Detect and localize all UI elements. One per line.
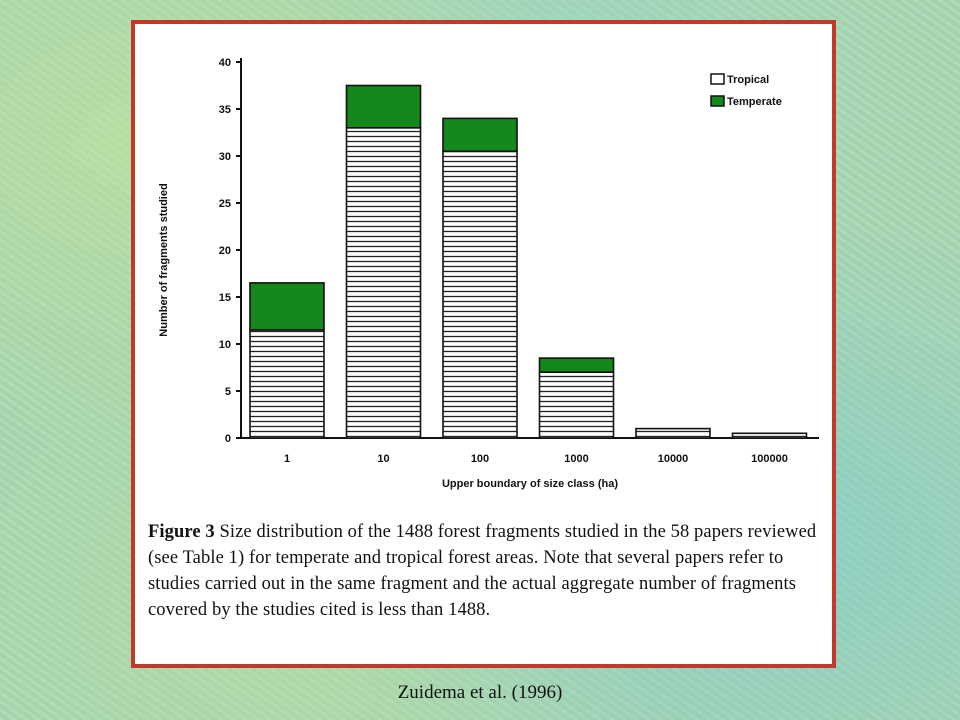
bar-tropical: [731, 432, 808, 439]
bar-chart: 0 5 10 15 20 25 30 35 40 Number of fragments stud…: [158, 57, 819, 490]
y-tick-label: 30: [219, 151, 231, 163]
bar-temperate: [538, 357, 615, 374]
source-credit: Zuidema et al. (1996): [397, 682, 563, 703]
y-axis-label: Number of fragments studied: [158, 183, 170, 336]
x-tick-label: 1000: [564, 453, 588, 465]
x-tick-label: 100: [471, 453, 489, 465]
legend-label-tropical: Tropical: [727, 74, 769, 86]
bar-tropical: [249, 329, 325, 439]
x-tick-label: 10: [377, 453, 389, 465]
bar-tropical: [635, 427, 711, 439]
y-tick-label: 25: [219, 198, 231, 210]
x-tick-label: 1: [284, 453, 290, 465]
legend-swatch-tropical: [710, 73, 725, 85]
x-axis-label: Upper boundary of size class (ha): [442, 478, 618, 490]
bar-tropical: [538, 371, 615, 439]
bar-tropical: [345, 127, 422, 439]
y-tick-label: 40: [219, 57, 231, 69]
bar-temperate: [442, 117, 518, 153]
y-tick-label: 15: [219, 292, 231, 304]
bar-temperate: [249, 282, 325, 331]
legend-swatch-temperate: [710, 95, 725, 107]
bar-tropical: [442, 150, 518, 439]
y-tick-label: 20: [219, 245, 231, 257]
y-tick-label: 0: [225, 433, 231, 445]
figure-caption-text: Size distribution of the 1488 forest fra…: [148, 522, 817, 620]
figure-label: Figure 3: [148, 522, 215, 542]
figure-caption: Figure 3 Size distribution of the 1488 f…: [148, 519, 820, 623]
bar-temperate: [345, 84, 422, 129]
figure-frame: 0 5 10 15 20 25 30 35 40 Number of fragments stud…: [131, 20, 836, 668]
y-tick-label: 10: [219, 339, 231, 351]
y-tick-label: 5: [225, 386, 231, 398]
legend-label-temperate: Temperate: [727, 96, 782, 108]
x-tick-label: 10000: [658, 453, 689, 465]
y-tick-label: 35: [219, 104, 231, 116]
x-tick-label: 100000: [751, 453, 788, 465]
